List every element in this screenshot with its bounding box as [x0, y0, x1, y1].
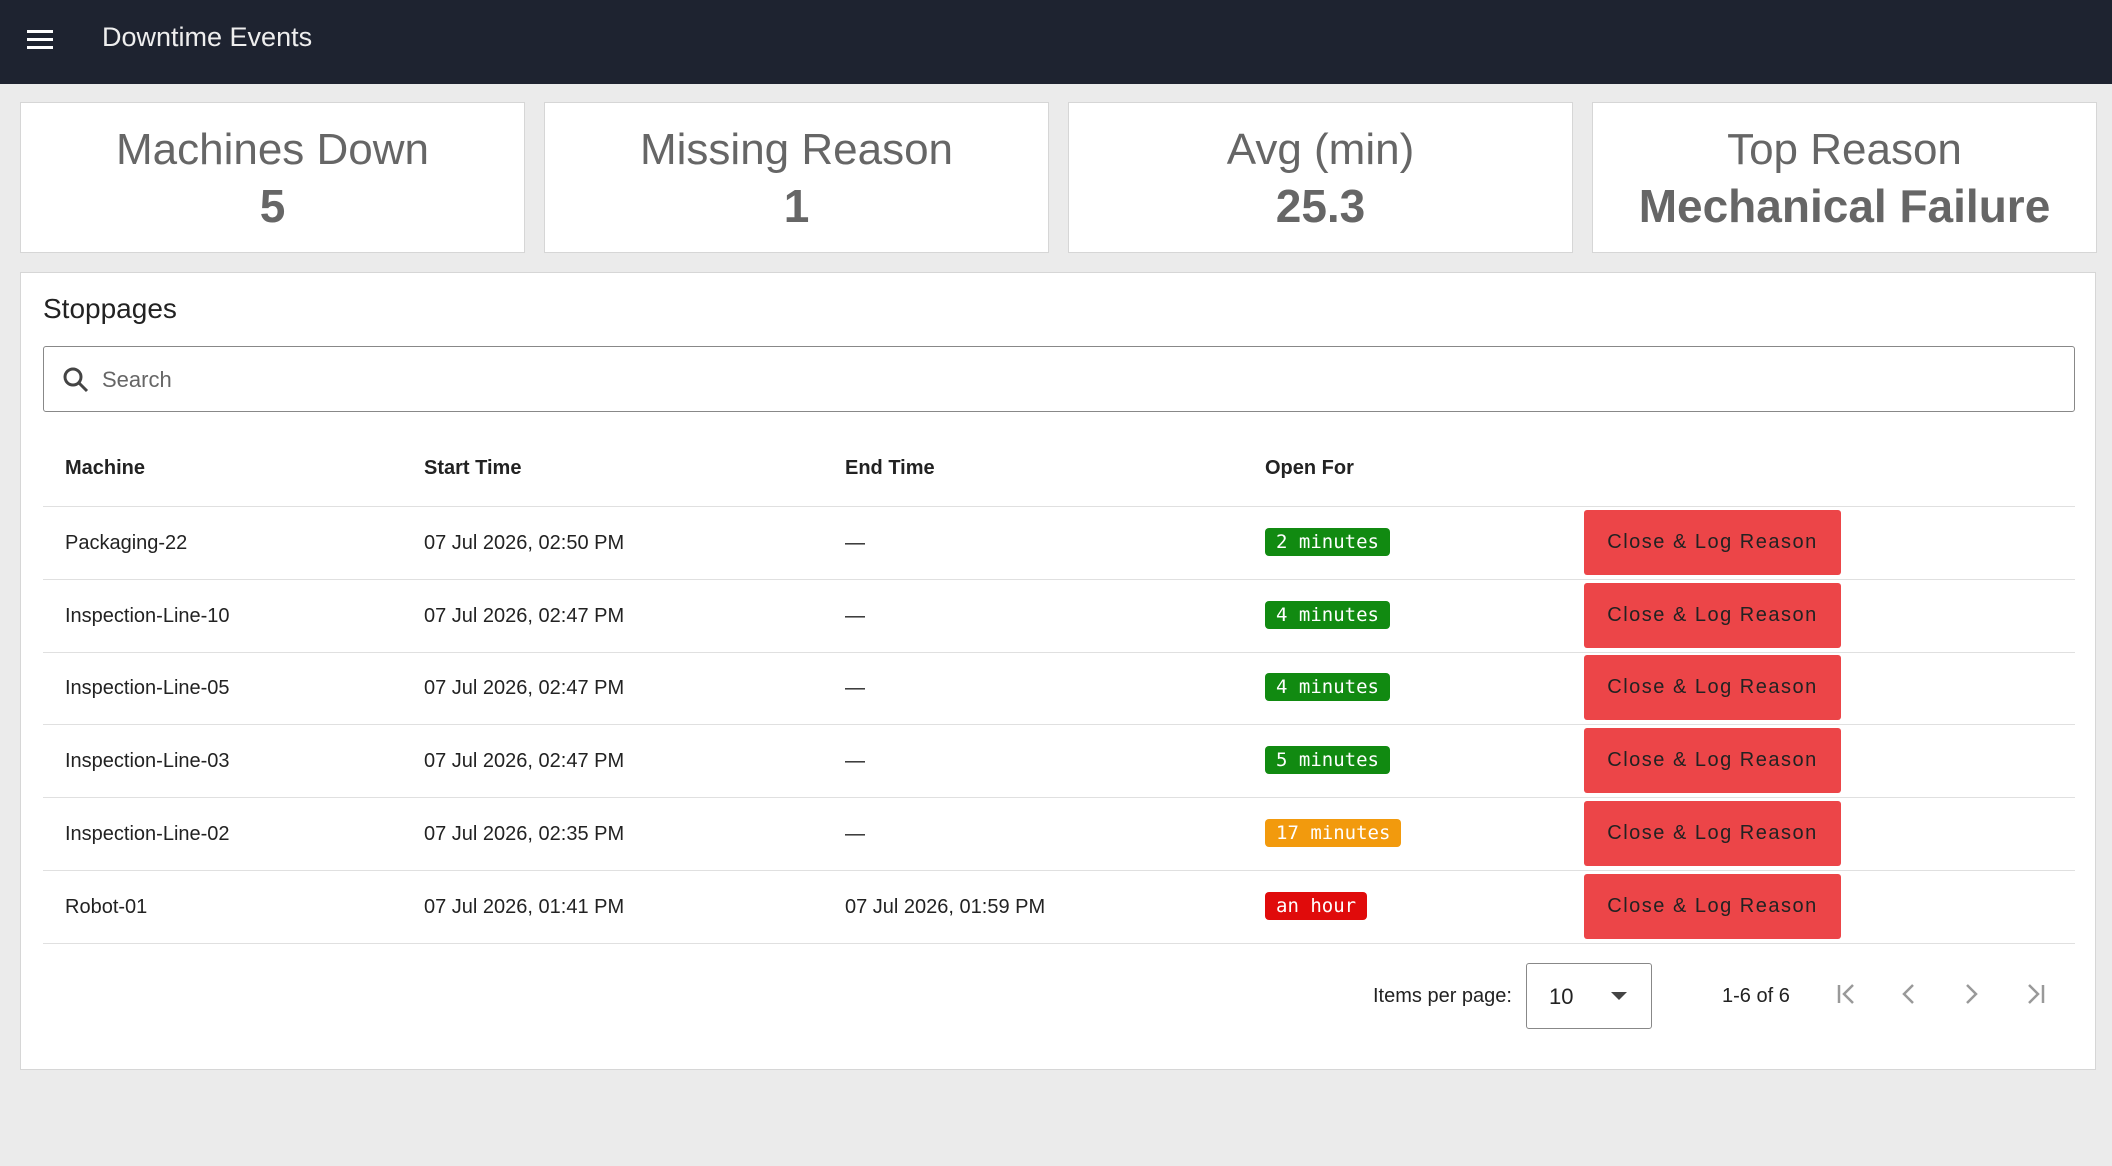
close-log-button[interactable]: Close & Log Reason: [1584, 655, 1841, 721]
card-label: Missing Reason: [639, 125, 954, 174]
stat-card: Top Reason Mechanical Failure: [1592, 102, 2097, 253]
duration-badge: 17 minutes: [1265, 818, 1402, 847]
column-header: End Time: [845, 457, 935, 479]
card-label: Top Reason: [1727, 125, 1962, 174]
table-cell: 07 Jul 2026, 01:41 PM: [424, 895, 625, 918]
stoppages-panel: Stoppages Search Items per page: 10 1-6 …: [20, 272, 2096, 1070]
stat-card: Missing Reason 1: [544, 102, 1049, 253]
top-bar: Downtime Events: [0, 0, 2112, 84]
table-cell: —: [845, 750, 865, 773]
prev-page[interactable]: [1902, 984, 1914, 1004]
duration-badge: 5 minutes: [1265, 746, 1390, 775]
page-size-select[interactable]: 10: [1526, 963, 1652, 1029]
table-cell: 07 Jul 2026, 02:47 PM: [424, 604, 625, 627]
table-cell: —: [845, 532, 865, 554]
table-cell: Inspection-Line-10: [65, 604, 230, 627]
app-title: Downtime Events: [102, 22, 313, 52]
card-value: Mechanical Failure: [1638, 180, 2051, 232]
card-label: Avg (min): [1226, 125, 1415, 174]
page-size-value: 10: [1549, 984, 1574, 1009]
table-cell: Inspection-Line-05: [65, 677, 230, 700]
card-label: Machines Down: [115, 125, 430, 174]
stat-card: Machines Down 5: [20, 102, 525, 253]
duration-badge: an hour: [1265, 891, 1368, 920]
menu-icon[interactable]: [27, 27, 55, 51]
search-placeholder: Search: [102, 367, 172, 392]
duration-badge: 2 minutes: [1265, 528, 1390, 556]
next-page[interactable]: [1966, 984, 1978, 1004]
column-header: Open For: [1265, 457, 1354, 479]
search-box[interactable]: Search: [43, 346, 2075, 412]
row-separator: [43, 869, 2075, 871]
table-cell: 07 Jul 2026, 02:35 PM: [424, 822, 625, 845]
card-value: 25.3: [1275, 180, 1366, 232]
row-separator: [43, 579, 2075, 580]
close-log-button[interactable]: Close & Log Reason: [1584, 800, 1841, 866]
items-per-page-label: Items per page:: [1373, 985, 1512, 1007]
page-nav: [1837, 984, 2045, 1004]
card-value: 5: [259, 180, 286, 232]
column-header: Start Time: [424, 457, 522, 479]
page-range: 1-6 of 6: [1722, 985, 1790, 1007]
row-separator: [43, 942, 2075, 944]
table-cell: Packaging-22: [65, 532, 188, 554]
close-log-button[interactable]: Close & Log Reason: [1584, 728, 1841, 794]
duration-badge: 4 minutes: [1265, 600, 1390, 629]
close-log-button[interactable]: Close & Log Reason: [1584, 510, 1841, 575]
table-cell: Robot-01: [65, 895, 148, 918]
table-cell: 07 Jul 2026, 02:47 PM: [424, 750, 625, 773]
close-log-button[interactable]: Close & Log Reason: [1584, 873, 1841, 939]
row-separator: [43, 724, 2075, 726]
table-cell: Inspection-Line-03: [65, 750, 230, 773]
table-cell: Inspection-Line-02: [65, 822, 230, 845]
duration-badge: 4 minutes: [1265, 673, 1390, 702]
header-separator: [43, 506, 2075, 507]
close-log-button[interactable]: Close & Log Reason: [1584, 582, 1841, 648]
last-page[interactable]: [2028, 984, 2045, 1004]
table-cell: 07 Jul 2026, 01:59 PM: [845, 895, 1046, 918]
stat-card: Avg (min) 25.3: [1068, 102, 1573, 253]
row-separator: [43, 651, 2075, 653]
table-cell: 07 Jul 2026, 02:50 PM: [424, 532, 625, 554]
card-value: 1: [783, 180, 810, 232]
table-cell: —: [845, 604, 865, 627]
dropdown-arrow: [1611, 992, 1627, 1000]
search-icon: [63, 367, 89, 393]
table-cell: —: [845, 677, 865, 700]
first-page[interactable]: [1837, 984, 1854, 1004]
panel-title: Stoppages: [43, 293, 177, 324]
table-cell: 07 Jul 2026, 02:47 PM: [424, 677, 625, 700]
row-separator: [43, 797, 2075, 799]
column-header: Machine: [65, 457, 146, 479]
table-cell: —: [845, 822, 865, 845]
